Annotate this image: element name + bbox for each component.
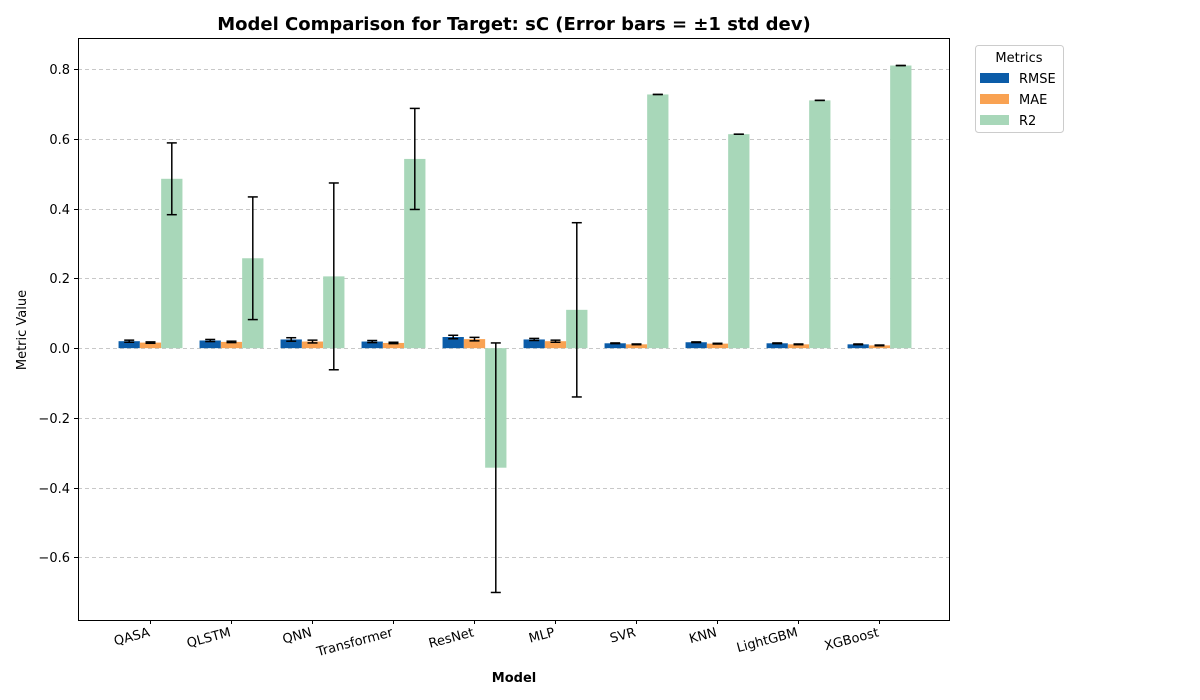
bar-mae xyxy=(220,341,243,349)
bar-rmse xyxy=(361,341,383,349)
bar-r2 xyxy=(647,94,669,349)
y-tick-label: 0.0 xyxy=(49,342,70,357)
bar-mae xyxy=(868,345,891,349)
legend-label-rmse: RMSE xyxy=(1019,72,1056,87)
bar-mae xyxy=(382,342,405,349)
plot-frame xyxy=(78,38,950,621)
x-tick-label: SVR xyxy=(608,625,637,646)
legend-label-r2: R2 xyxy=(1019,114,1036,129)
y-axis-ticks: −0.6 −0.4 −0.2 0.0 0.2 0.4 0.6 0.8 xyxy=(38,63,78,566)
bar-rmse xyxy=(604,343,626,349)
legend-swatch-r2 xyxy=(980,115,1009,125)
bar-rmse xyxy=(280,339,302,349)
bar-rmse xyxy=(523,339,545,349)
legend-title: Metrics xyxy=(995,51,1042,66)
legend-swatch-mae xyxy=(980,94,1009,104)
bar-rmse xyxy=(685,342,707,349)
legend-label-mae: MAE xyxy=(1019,93,1047,108)
grid-lines xyxy=(78,69,950,558)
x-tick-label: KNN xyxy=(688,625,719,647)
bar-r2 xyxy=(161,178,183,349)
bar-mae xyxy=(706,343,729,349)
bar-mae xyxy=(463,339,486,349)
y-tick-label: 0.2 xyxy=(49,272,70,287)
legend-box xyxy=(975,45,1064,133)
bar-rmse xyxy=(847,344,869,349)
y-tick-label: 0.4 xyxy=(49,203,70,218)
bar-rmse xyxy=(766,343,788,349)
legend: Metrics RMSE MAE R2 xyxy=(975,45,1064,133)
bar-rmse xyxy=(199,340,221,349)
legend-items: RMSE MAE R2 xyxy=(980,72,1056,129)
y-tick-label: 0.8 xyxy=(49,63,70,78)
bar-rmse xyxy=(442,337,464,349)
bar-r2 xyxy=(809,100,831,349)
chart-title: Model Comparison for Target: sC (Error b… xyxy=(217,14,810,35)
bar-r2 xyxy=(728,134,750,349)
y-tick-label: −0.2 xyxy=(38,412,70,427)
bar-r2 xyxy=(404,158,426,349)
x-axis-title: Model xyxy=(492,671,536,686)
y-axis-title: Metric Value xyxy=(15,290,30,370)
bar-mae xyxy=(625,344,648,349)
y-tick-label: 0.6 xyxy=(49,133,70,148)
error-bars xyxy=(124,64,906,594)
x-tick-label: QNN xyxy=(281,625,314,647)
bar-mae xyxy=(139,342,162,349)
y-tick-label: −0.4 xyxy=(38,482,70,497)
bar-mae xyxy=(787,344,810,349)
x-tick-label: MLP xyxy=(527,625,556,646)
bar-mae xyxy=(544,341,567,349)
legend-swatch-rmse xyxy=(980,73,1009,83)
bar-rmse xyxy=(118,341,140,349)
bar-r2 xyxy=(890,65,912,349)
y-tick-label: −0.6 xyxy=(38,551,70,566)
bar-mae xyxy=(301,341,324,349)
